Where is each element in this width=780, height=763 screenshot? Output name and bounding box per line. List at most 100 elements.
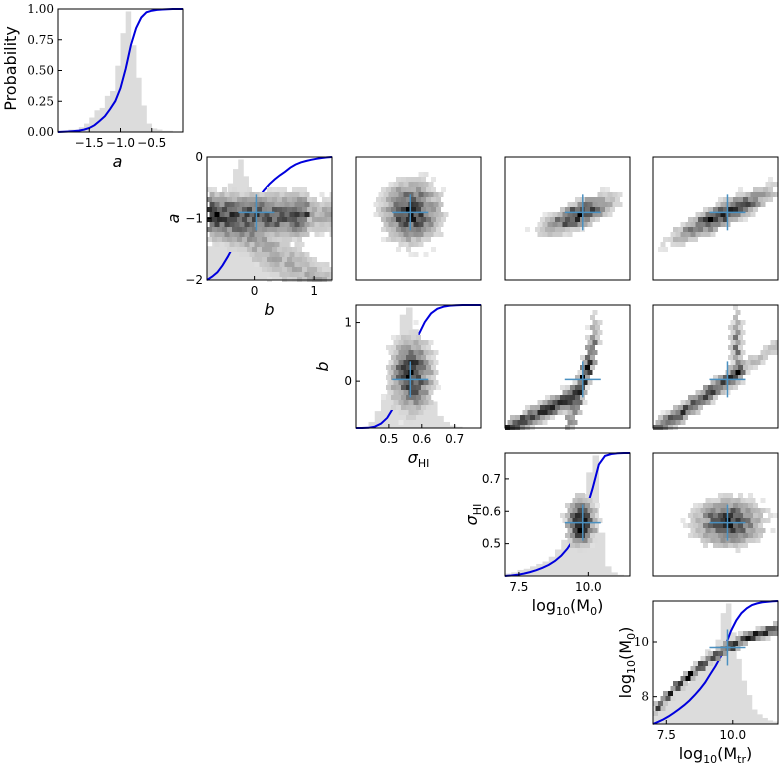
density-cell	[327, 217, 332, 222]
density-cell	[710, 656, 716, 661]
density-cell	[592, 340, 598, 345]
density-cell	[565, 513, 570, 518]
density-cell	[572, 390, 578, 395]
density-cell	[760, 360, 766, 365]
density-cell	[710, 528, 716, 533]
density-cell	[580, 543, 585, 548]
density-cell	[693, 395, 698, 400]
density-cell	[421, 197, 426, 202]
density-cell	[249, 202, 255, 207]
density-cell	[421, 365, 426, 370]
density-cell	[580, 493, 585, 498]
density-cell	[575, 197, 580, 202]
density-cell	[207, 237, 212, 242]
density-cell	[232, 197, 237, 202]
density-cell	[565, 533, 570, 538]
density-cell	[391, 375, 396, 380]
density-cell	[267, 237, 272, 242]
density-cell	[421, 217, 426, 222]
label-argsub: tr	[737, 753, 746, 763]
density-cell	[386, 197, 391, 202]
density-cell	[426, 227, 431, 232]
density-cell	[312, 227, 317, 232]
density-cell	[720, 518, 726, 523]
density-cell	[232, 227, 237, 232]
density-cell	[695, 666, 701, 671]
density-cell	[708, 385, 713, 390]
density-cell	[733, 513, 738, 518]
density-cell	[743, 513, 748, 518]
density-cell	[765, 626, 771, 631]
density-cell	[436, 197, 441, 202]
density-cell	[304, 222, 310, 227]
density-cell	[224, 242, 230, 247]
density-cell	[590, 217, 595, 222]
density-cell	[585, 207, 590, 212]
density-cell	[735, 212, 741, 217]
density-cell	[408, 340, 414, 345]
density-cell	[675, 232, 681, 237]
density-cell	[264, 242, 270, 247]
panel-frame	[355, 156, 482, 281]
density-cell	[324, 202, 330, 207]
density-cell	[322, 197, 327, 202]
density-cell	[219, 192, 225, 197]
label-base: 10	[625, 660, 638, 674]
density-cell	[597, 320, 603, 325]
density-cell	[406, 227, 411, 232]
density-cell	[663, 247, 668, 252]
density-cell	[760, 518, 766, 523]
density-cell	[703, 661, 708, 666]
density-cell	[242, 197, 247, 202]
density-cell	[441, 217, 446, 222]
density-cell	[287, 247, 292, 252]
density-cell	[713, 523, 718, 528]
density-cell	[592, 528, 598, 533]
density-cell	[710, 400, 716, 405]
density-cell	[421, 375, 426, 380]
density-cell	[745, 370, 751, 375]
density-cell	[393, 192, 399, 197]
density-cell	[743, 207, 748, 212]
density-cell	[234, 222, 240, 227]
density-cell	[294, 252, 300, 257]
density-cell	[403, 350, 409, 355]
density-cell	[750, 192, 756, 197]
density-panel-M0-b	[504, 304, 635, 430]
density-cell	[730, 498, 736, 503]
hist-bar	[772, 721, 779, 724]
density-cell	[700, 656, 706, 661]
density-cell	[755, 360, 761, 365]
density-cell	[277, 247, 282, 252]
density-cell	[401, 227, 406, 232]
label-close: )	[616, 627, 635, 633]
density-cell	[733, 197, 738, 202]
density-cell	[274, 262, 280, 267]
hist-bar	[611, 572, 618, 576]
density-cell	[314, 232, 320, 237]
density-cell	[423, 340, 429, 345]
density-cell	[242, 217, 247, 222]
density-cell	[421, 177, 426, 182]
label-base: 10	[556, 605, 570, 618]
density-cell	[723, 375, 728, 380]
xtick-label: 10.0	[575, 580, 602, 594]
density-cell	[274, 202, 280, 207]
density-cell	[247, 237, 252, 242]
hist-bar	[715, 639, 722, 724]
density-cell	[378, 202, 384, 207]
density-cell	[426, 355, 431, 360]
density-cell	[750, 498, 756, 503]
density-cell	[720, 498, 726, 503]
xtick-label: 0.7	[445, 432, 464, 446]
density-cell	[680, 242, 686, 247]
density-cell	[572, 380, 578, 385]
yaxis-M0: 810	[634, 635, 657, 704]
density-cell	[411, 375, 416, 380]
density-cell	[227, 247, 232, 252]
density-cell	[720, 538, 726, 543]
hist-bar	[731, 632, 737, 724]
density-cell	[572, 508, 578, 513]
density-cell	[582, 400, 588, 405]
density-cell	[768, 187, 773, 192]
